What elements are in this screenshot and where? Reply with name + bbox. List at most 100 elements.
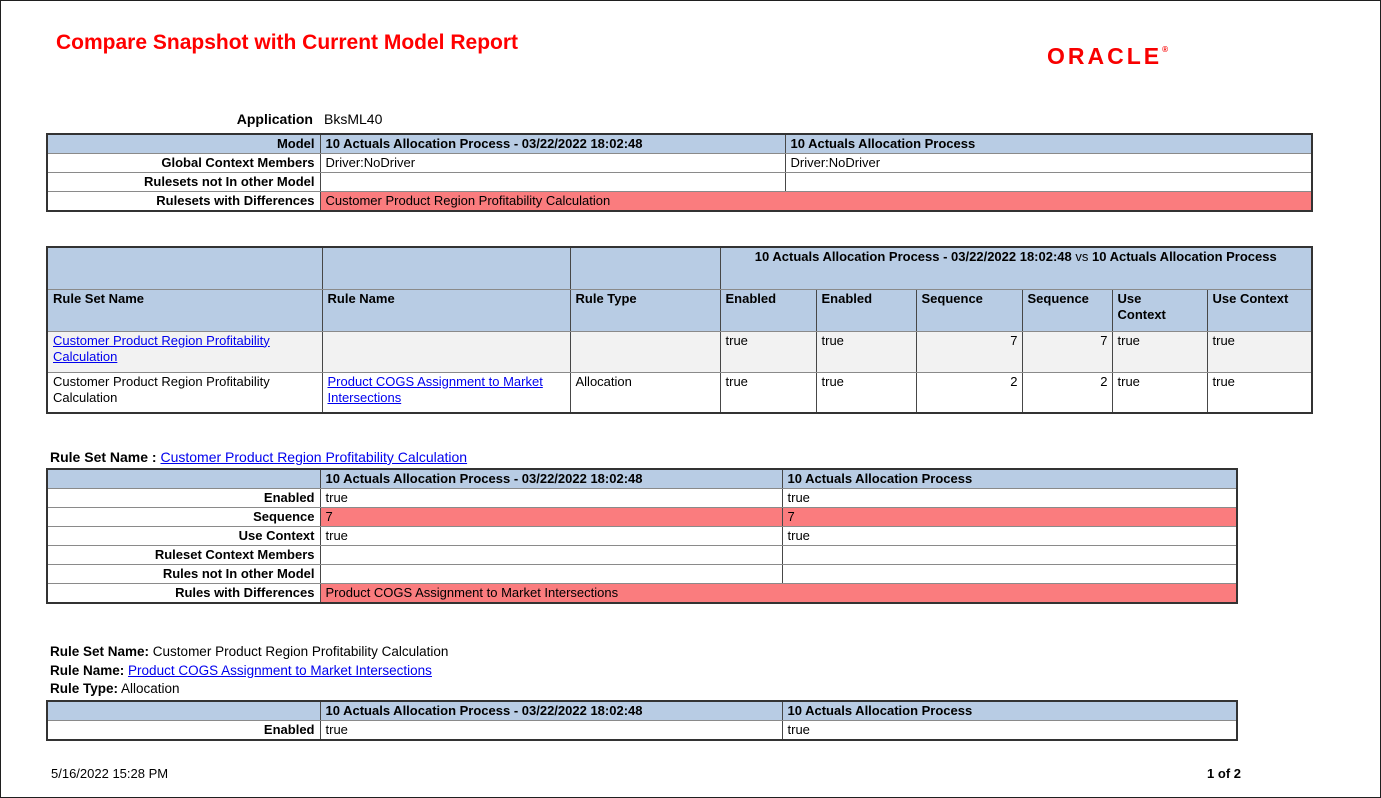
enabled-current-cell: true <box>815 371 917 414</box>
application-label: Application <box>236 111 313 127</box>
ruleset-detail-table: 10 Actuals Allocation Process - 03/22/20… <box>46 468 1238 604</box>
rule-type-cell <box>569 330 721 373</box>
application-value: BksML40 <box>324 111 383 127</box>
global-context-snapshot-cell: Driver:NoDriver <box>319 153 786 173</box>
current-header-cell: 10 Actuals Allocation Process <box>781 700 1238 721</box>
footer-datetime: 5/16/2022 15:28 PM <box>51 766 169 781</box>
column-header-sequence-snapshot: Sequence <box>915 288 1023 332</box>
use-context-current-cell: true <box>781 526 1238 546</box>
rulesets-not-in-current-cell <box>784 172 1313 192</box>
use-context-snapshot-cell: true <box>1111 330 1208 373</box>
row-label: Rules with Differences <box>46 583 321 604</box>
rule-set-label: Rule Set Name: <box>50 644 150 659</box>
sequence-snapshot-cell: 7 <box>915 330 1023 373</box>
table-row: Customer Product Region Profitability Ca… <box>46 371 1313 414</box>
rule-set-link[interactable]: Customer Product Region Profitability Ca… <box>53 332 270 364</box>
sequence-snapshot-cell: 2 <box>915 371 1023 414</box>
report-footer: 5/16/2022 15:28 PM 1 of 2 <box>51 766 1241 781</box>
header-spacer-cell <box>321 246 571 290</box>
rules-not-in-snapshot-cell <box>319 564 783 584</box>
use-context-current-cell: true <box>1206 371 1313 414</box>
application-line: Application BksML40 <box>46 111 1311 127</box>
table-header-row: Rule Set Name Rule Name Rule Type Enable… <box>46 288 1313 332</box>
table-row: Model 10 Actuals Allocation Process - 03… <box>46 133 1313 154</box>
enabled-snapshot-cell: true <box>719 330 817 373</box>
versus-current-name: 10 Actuals Allocation Process <box>1092 249 1277 264</box>
context-members-snapshot-cell <box>319 545 783 565</box>
table-row: Enabled true true <box>46 720 1238 741</box>
sequence-current-cell: 7 <box>781 507 1238 527</box>
table-row: Rulesets not In other Model <box>46 172 1313 192</box>
rule-type-label: Rule Type: <box>50 681 119 696</box>
current-header-cell: 10 Actuals Allocation Process <box>781 468 1238 489</box>
rule-set-value: Customer Product Region Profitability Ca… <box>152 644 449 659</box>
rule-detail-table: 10 Actuals Allocation Process - 03/22/20… <box>46 700 1238 741</box>
rule-name-cell <box>321 330 571 373</box>
rule-set-cell: Customer Product Region Profitability Ca… <box>46 371 323 414</box>
rule-name-cell: Product COGS Assignment to Market Inters… <box>321 371 571 414</box>
enabled-snapshot-cell: true <box>319 488 783 508</box>
rule-type-value: Allocation <box>121 681 180 696</box>
sequence-current-cell: 7 <box>1021 330 1113 373</box>
table-row: Rules not In other Model <box>46 564 1238 584</box>
table-row: Customer Product Region Profitability Ca… <box>46 330 1313 373</box>
row-label: Model <box>46 133 321 154</box>
rule-set-cell: Customer Product Region Profitability Ca… <box>46 330 323 373</box>
table-row: Rulesets with Differences Customer Produ… <box>46 191 1313 212</box>
row-label: Use Context <box>46 526 321 546</box>
ruleset-section-heading: Rule Set Name : Customer Product Region … <box>50 449 467 465</box>
oracle-logo-text: ORACLE <box>1046 43 1163 69</box>
header-spacer-cell <box>46 246 323 290</box>
sequence-current-cell: 2 <box>1021 371 1113 414</box>
header-spacer-cell <box>46 700 321 721</box>
rule-name-link[interactable]: Product COGS Assignment to Market Inters… <box>327 373 543 405</box>
snapshot-header-cell: 10 Actuals Allocation Process - 03/22/20… <box>319 700 783 721</box>
ruleset-heading-link[interactable]: Customer Product Region Profitability Ca… <box>160 449 468 465</box>
table-header-row: 10 Actuals Allocation Process - 03/22/20… <box>46 468 1238 489</box>
enabled-snapshot-cell: true <box>319 720 783 741</box>
table-row: Use Context true true <box>46 526 1238 546</box>
row-label: Ruleset Context Members <box>46 545 321 565</box>
table-row: Rules with Differences Product COGS Assi… <box>46 583 1238 604</box>
table-row: Ruleset Context Members <box>46 545 1238 565</box>
versus-header-cell: 10 Actuals Allocation Process - 03/22/20… <box>719 246 1313 290</box>
column-header-enabled-snapshot: Enabled <box>719 288 817 332</box>
enabled-snapshot-cell: true <box>719 371 817 414</box>
rule-type-cell: Allocation <box>569 371 721 414</box>
enabled-current-cell: true <box>781 488 1238 508</box>
footer-page-number: 1 of 2 <box>1207 766 1241 781</box>
row-label: Rulesets not In other Model <box>46 172 321 192</box>
column-header-sequence-current: Sequence <box>1021 288 1113 332</box>
table-row: Sequence 7 7 <box>46 507 1238 527</box>
row-label: Enabled <box>46 488 321 508</box>
model-snapshot-cell: 10 Actuals Allocation Process - 03/22/20… <box>319 133 786 154</box>
ruleset-heading-label: Rule Set Name : <box>50 449 157 465</box>
column-header-enabled-current: Enabled <box>815 288 917 332</box>
column-header-rule-set-name: Rule Set Name <box>46 288 323 332</box>
header-spacer-cell <box>569 246 721 290</box>
rules-differences-cell: Product COGS Assignment to Market Inters… <box>319 583 1238 604</box>
model-current-cell: 10 Actuals Allocation Process <box>784 133 1313 154</box>
versus-separator: vs <box>1071 249 1092 264</box>
row-label: Rulesets with Differences <box>46 191 321 212</box>
rule-name-label: Rule Name: <box>50 662 125 678</box>
rulesets-differences-cell: Customer Product Region Profitability Ca… <box>319 191 1313 212</box>
rule-name-link[interactable]: Product COGS Assignment to Market Inters… <box>128 662 432 678</box>
table-row: Enabled true true <box>46 488 1238 508</box>
model-summary-table: Model 10 Actuals Allocation Process - 03… <box>46 133 1313 212</box>
rule-section-heading: Rule Set Name: Customer Product Region P… <box>50 643 448 699</box>
enabled-current-cell: true <box>815 330 917 373</box>
rule-set-line: Rule Set Name: Customer Product Region P… <box>50 643 448 662</box>
use-context-current-cell: true <box>1206 330 1313 373</box>
oracle-logo: ORACLE® <box>1047 38 1168 68</box>
column-header-rule-type: Rule Type <box>569 288 721 332</box>
column-header-use-context-snapshot: Use Context <box>1111 288 1208 332</box>
page-title: Compare Snapshot with Current Model Repo… <box>56 31 519 54</box>
column-header-rule-name: Rule Name <box>321 288 571 332</box>
rule-name-line: Rule Name: Product COGS Assignment to Ma… <box>50 662 448 681</box>
column-header-use-context-current: Use Context <box>1206 288 1313 332</box>
use-context-snapshot-cell: true <box>1111 371 1208 414</box>
versus-snapshot-name: 10 Actuals Allocation Process - 03/22/20… <box>754 249 1072 264</box>
row-label: Enabled <box>46 720 321 741</box>
